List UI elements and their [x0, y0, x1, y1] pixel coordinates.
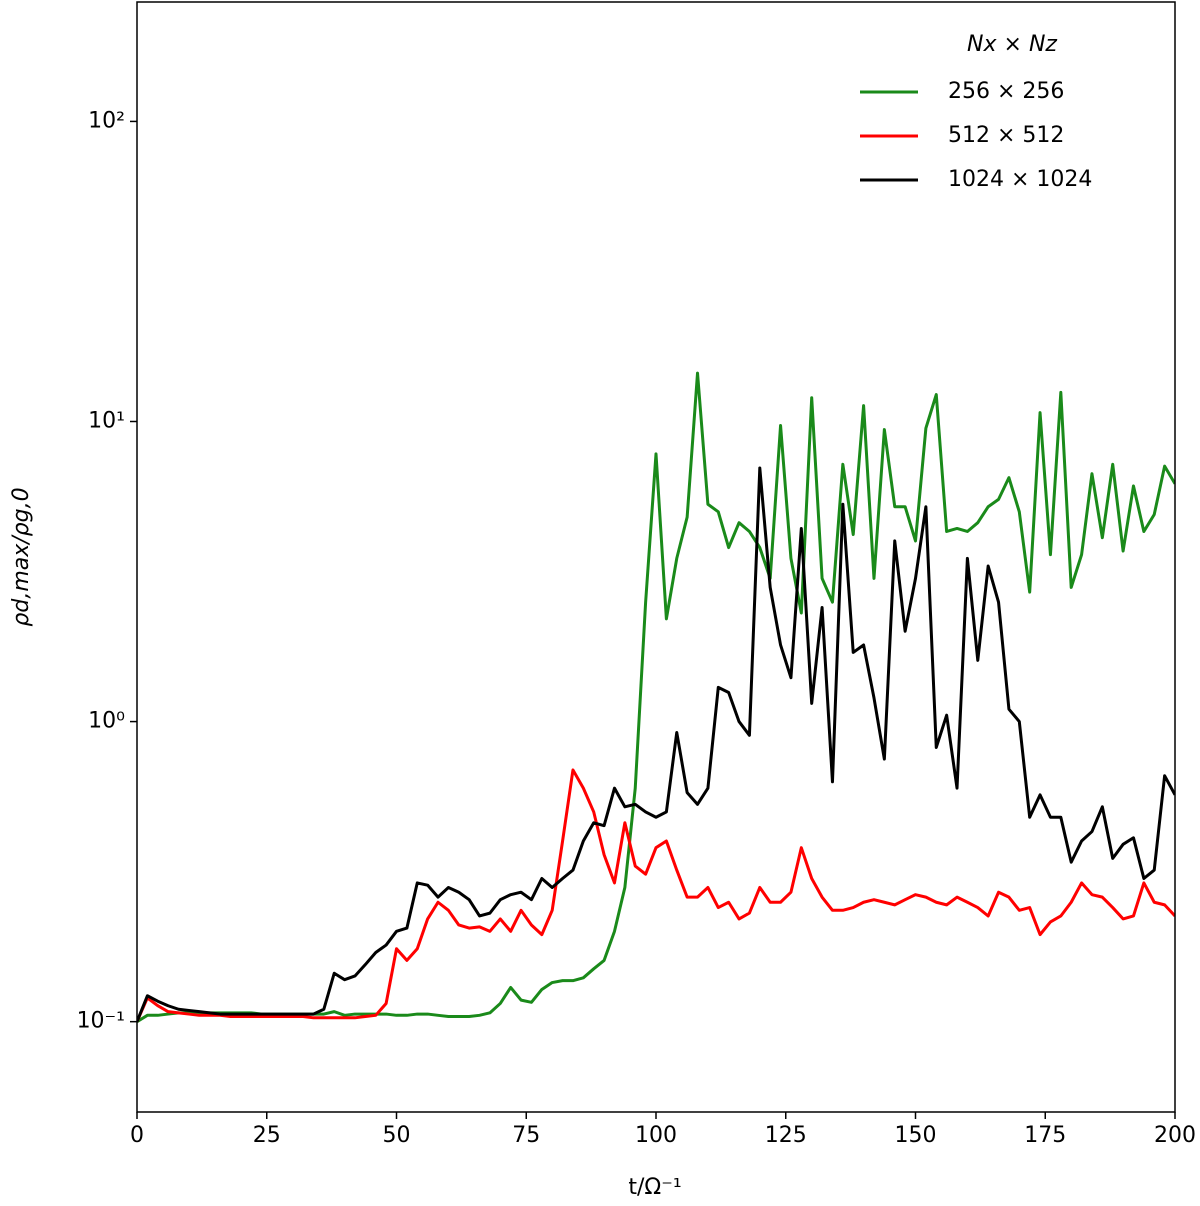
y-tick-label: 10²: [88, 108, 125, 133]
x-tick-label: 25: [253, 1123, 281, 1148]
x-tick-label: 100: [635, 1123, 677, 1148]
series-line: [137, 466, 1175, 1023]
y-tick-label: 10¹: [88, 408, 125, 433]
legend-label: 512 × 512: [948, 123, 1064, 148]
plot-frame: [136, 1, 1176, 1113]
legend-label: 1024 × 1024: [948, 167, 1092, 192]
legend-title: Nx × Nz: [967, 32, 1057, 57]
series-line: [137, 768, 1175, 1023]
x-tick-label: 75: [512, 1123, 540, 1148]
series-line: [137, 371, 1175, 1023]
x-tick-label: 50: [383, 1123, 411, 1148]
x-axis-label: t/Ω⁻¹: [628, 1175, 681, 1200]
x-tick-label: 200: [1154, 1123, 1196, 1148]
y-axis-label: ρd,max/ρg,0: [9, 487, 34, 626]
x-tick-label: 150: [895, 1123, 937, 1148]
legend-label: 256 × 256: [948, 79, 1064, 104]
y-tick-label: 10⁻¹: [77, 1009, 125, 1034]
y-tick-label: 10⁰: [88, 709, 125, 734]
x-tick-label: 175: [1024, 1123, 1066, 1148]
x-tick-label: 125: [765, 1123, 807, 1148]
x-tick-label: 0: [130, 1123, 144, 1148]
